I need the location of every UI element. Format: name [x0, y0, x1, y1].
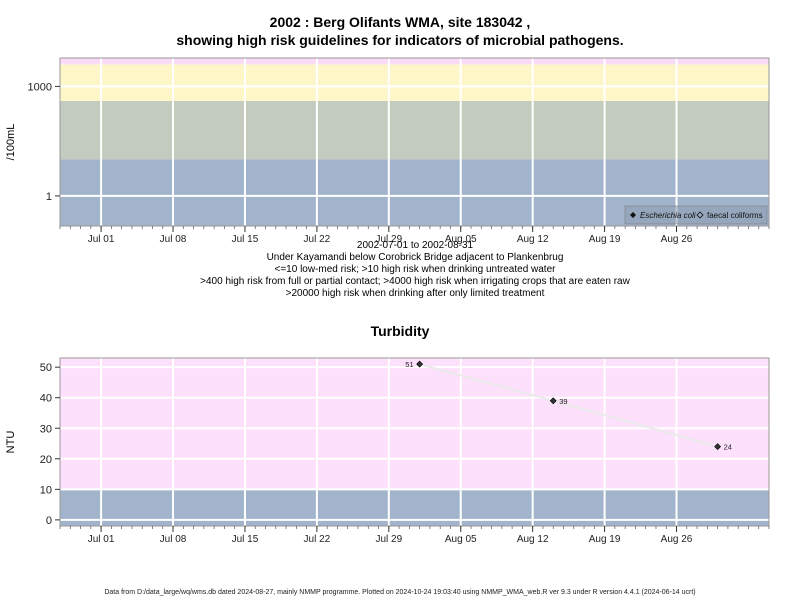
x-tick-label: Jul 01 [88, 534, 115, 545]
y-tick-label: 50 [40, 362, 52, 374]
chart-caption: 2002-07-01 to 2002-08-31 Under Kayamandi… [60, 240, 770, 300]
footer-note: Data from D:/data_large/wq/wms.db dated … [104, 589, 696, 596]
risk-band [60, 100, 769, 160]
x-tick-label: Jul 08 [160, 234, 187, 245]
x-tick-label: Jul 08 [160, 534, 187, 545]
x-tick-label: Jul 29 [375, 534, 402, 545]
caption-line-guideline-2: >400 high risk from full or partial cont… [200, 276, 630, 287]
x-tick-label: Jul 15 [232, 234, 259, 245]
legend-box [624, 205, 768, 225]
caption-line-date-range: 2002-07-01 to 2002-08-31 [356, 240, 474, 251]
x-tick-label: Aug 12 [517, 534, 549, 545]
x-tick-label: Aug 05 [445, 234, 477, 245]
turbidity-chart: Jul 01 Jul 08 Jul 15 Jul 22 Jul 29 Aug 05 Aug … [5, 357, 770, 545]
legend-marker-filled [630, 212, 636, 218]
caption-line-guideline-1: <=10 low-med risk; >10 high risk when dr… [274, 264, 556, 275]
risk-band [60, 64, 769, 101]
x-tick-label: Aug 12 [517, 234, 549, 245]
data-label: 24 [724, 443, 732, 452]
risk-band [60, 358, 769, 490]
x-tick-label: Aug 26 [661, 534, 693, 545]
chart-title-line2: showing high risk guidelines for indicat… [176, 32, 624, 48]
data-point [549, 397, 557, 405]
data-point [714, 443, 722, 451]
y-tick-label: 40 [40, 393, 52, 405]
data-point [416, 360, 424, 368]
x-tick-label: Jul 22 [304, 534, 331, 545]
x-tick-label: Jul 22 [304, 234, 331, 245]
data-label: 51 [405, 360, 413, 369]
x-tick-label: Jul 01 [88, 234, 115, 245]
x-tick-label: Aug 19 [589, 534, 621, 545]
plot-frame [59, 357, 770, 527]
y-tick-label: 1 [46, 191, 52, 203]
data-label: 39 [559, 397, 567, 406]
chart-title-line1: 2002 : Berg Olifants WMA, site 183042 , [269, 14, 531, 30]
risk-band [60, 58, 769, 65]
y-axis-label: /100mL [5, 124, 17, 161]
microbial-chart: Jul 01 Jul 08 Jul 15 Jul 22 Jul 29 Aug 05 Aug … [5, 57, 770, 245]
turbidity-title: Turbidity [370, 323, 430, 339]
x-tick-label: Aug 19 [589, 234, 621, 245]
x-tick-label: Jul 29 [375, 234, 402, 245]
y-tick-label: 1000 [28, 81, 52, 93]
caption-line-site: Under Kayamandi below Corobrick Bridge a… [266, 252, 564, 263]
y-tick-label: 10 [40, 484, 52, 496]
plot-frame [59, 57, 770, 227]
caption-line-guideline-3: >20000 high risk when drinking after onl… [285, 288, 545, 299]
x-tick-label: Aug 05 [445, 534, 477, 545]
x-tick-label: Aug 26 [661, 234, 693, 245]
y-tick-label: 0 [46, 515, 52, 527]
y-tick-label: 20 [40, 454, 52, 466]
legend-label-faecal-coliforms: faecal coliforms [707, 211, 763, 220]
y-tick-label: 30 [40, 423, 52, 435]
legend-label-ecoli: Escherichia coli [640, 211, 696, 220]
legend-marker-open [696, 211, 704, 219]
x-tick-label: Jul 15 [232, 534, 259, 545]
y-axis-label: NTU [5, 431, 17, 454]
